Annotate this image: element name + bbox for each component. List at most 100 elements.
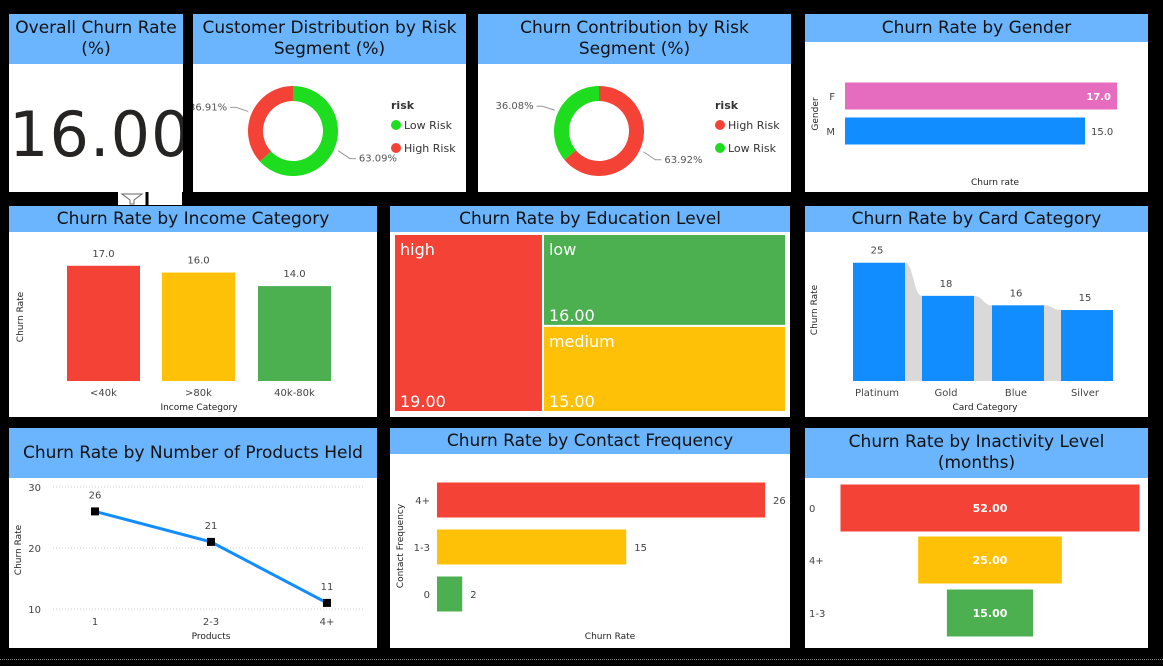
products-point-2[interactable] — [323, 598, 331, 607]
gender-bar-1[interactable] — [845, 117, 1085, 145]
education-value-label-1: 16.00 — [549, 306, 595, 325]
products-title: Churn Rate by Number of Products Held — [9, 428, 377, 478]
risk-distribution-value-label-0: 63.09% — [359, 154, 397, 165]
card-bar-0[interactable] — [853, 262, 905, 381]
gender-chart: F 17.0 M 15.0 Gender Churn rate — [811, 82, 1117, 188]
gender-title: Churn Rate by Gender — [805, 14, 1148, 42]
products-category-label-1: 2-3 — [203, 617, 219, 628]
churn-contribution-slice-0[interactable] — [564, 86, 644, 177]
contact-bar-2[interactable] — [437, 576, 463, 612]
churn-contribution-title: Churn Contribution by Risk Segment (%) — [478, 14, 791, 64]
card-ribbon-1 — [974, 295, 992, 381]
contact-value-label-0: 26 — [773, 496, 786, 507]
card-category-label-3: Silver — [1071, 388, 1100, 399]
card-bar-1[interactable] — [922, 295, 974, 381]
card-value-label-3: 15 — [1079, 293, 1092, 304]
card-value-label-1: 18 — [940, 279, 953, 290]
card-value-label-2: 16 — [1010, 288, 1023, 299]
products-point-1[interactable] — [207, 537, 215, 546]
income-bar-0[interactable] — [67, 265, 140, 381]
products-value-label-2: 11 — [321, 582, 334, 593]
card-category-label-2: Blue — [1005, 388, 1027, 399]
inactivity-value-label-1: 25.00 — [973, 554, 1008, 567]
products-category-label-2: 4+ — [320, 617, 335, 628]
education-title: Churn Rate by Education Level — [390, 206, 790, 232]
gender-card: Churn Rate by Gender F 17.0 M 15.0 Gender Chu… — [805, 14, 1148, 192]
inactivity-bar-0[interactable] — [840, 484, 1140, 532]
products-y-axis-title: Churn Rate — [14, 524, 24, 575]
card-category-chart: 25 Platinum 18 Gold 16 Blue 15 Silver Churn Rate… — [810, 246, 1113, 413]
products-y-tick-1: 20 — [28, 544, 41, 555]
risk-distribution-slice-0[interactable] — [260, 86, 338, 176]
income-category-label-0: <40k — [90, 388, 117, 399]
card-category-label-1: Gold — [935, 388, 958, 399]
card-ribbon-2 — [1044, 305, 1061, 381]
risk-distribution-legend-label-0[interactable]: Low Risk — [404, 119, 453, 132]
contact-y-axis-title: Contact Frequency — [396, 503, 406, 588]
inactivity-category-label-0: 0 — [809, 504, 815, 515]
contact-title: Churn Rate by Contact Frequency — [390, 428, 790, 454]
gender-bar-0[interactable] — [845, 82, 1117, 110]
inactivity-card: Churn Rate by Inactivity Level (months) … — [805, 428, 1148, 648]
inactivity-chart: 52.00 0 25.00 4+ 15.00 1-3 — [809, 484, 1140, 637]
churn-contribution-leader-0 — [643, 151, 662, 161]
inactivity-bar-2[interactable] — [946, 589, 1034, 637]
income-value-label-2: 14.0 — [283, 269, 305, 280]
card-x-axis-title: Card Category — [952, 403, 1018, 413]
kpi-value: 16.00 — [9, 98, 183, 171]
education-category-label-1: low — [549, 240, 576, 259]
churn-contribution-slice-1[interactable] — [554, 86, 599, 160]
contact-category-label-0: 4+ — [415, 496, 430, 507]
income-chart: 17.0 <40k 16.0 >80k 14.0 40k-80k Churn Rate Inc… — [16, 249, 331, 413]
contact-bar-1[interactable] — [437, 529, 627, 565]
products-category-label-0: 1 — [92, 617, 98, 628]
inactivity-title: Churn Rate by Inactivity Level (months) — [805, 428, 1148, 478]
filter-icon[interactable] — [118, 192, 182, 205]
contact-value-label-1: 15 — [634, 543, 647, 554]
products-point-0[interactable] — [91, 507, 99, 516]
contact-chart: 4+ 26 1-3 15 0 2 Contact Frequency Churn Rate — [396, 482, 786, 642]
risk-distribution-leader-0 — [337, 150, 356, 160]
income-x-axis-title: Income Category — [160, 403, 238, 413]
kpi-title: Overall Churn Rate (%) — [9, 14, 183, 64]
churn-contribution-legend-title: risk — [715, 99, 739, 112]
inactivity-value-label-0: 52.00 — [973, 502, 1008, 515]
churn-contribution-legend-label-1[interactable]: Low Risk — [728, 142, 777, 155]
income-bar-1[interactable] — [162, 272, 235, 381]
risk-distribution-legend-title: risk — [391, 99, 415, 112]
products-chart: 10 20 30 26 1 21 2-3 11 4+ Churn Rate Products — [14, 483, 364, 642]
visual-filter-bar — [118, 192, 182, 205]
contact-value-label-2: 2 — [470, 590, 476, 601]
education-tile-2[interactable] — [543, 326, 785, 411]
income-value-label-0: 17.0 — [92, 249, 114, 260]
card-y-axis-title: Churn Rate — [810, 284, 820, 335]
risk-distribution-slice-1[interactable] — [248, 86, 293, 162]
education-chart: high 19.00 low 16.00 medium 15.00 — [395, 235, 785, 411]
income-card: Churn Rate by Income Category 17.0 <40k 16… — [9, 206, 377, 417]
education-tile-0[interactable] — [395, 235, 542, 411]
card-category-label-0: Platinum — [855, 388, 899, 399]
churn-contribution-leader-1 — [536, 105, 555, 111]
contact-bar-0[interactable] — [437, 482, 765, 518]
churn-contribution-legend-label-0[interactable]: High Risk — [728, 119, 780, 132]
card-bar-3[interactable] — [1061, 310, 1113, 381]
inactivity-bar-1[interactable] — [918, 536, 1062, 584]
income-bar-2[interactable] — [258, 286, 331, 381]
risk-distribution-legend-label-1[interactable]: High Risk — [404, 142, 456, 155]
risk-distribution-legend-marker-0 — [391, 120, 401, 130]
inactivity-category-label-2: 1-3 — [809, 609, 825, 620]
income-category-label-2: 40k-80k — [274, 388, 315, 399]
card-category-title: Churn Rate by Card Category — [805, 206, 1148, 232]
kpi-card: Overall Churn Rate (%) 16.00 — [9, 14, 183, 192]
products-value-label-1: 21 — [205, 521, 218, 532]
education-category-label-0: high — [400, 240, 435, 259]
contact-card: Churn Rate by Contact Frequency 4+ 26 1-3 1… — [390, 428, 790, 648]
card-bar-2[interactable] — [992, 305, 1044, 381]
education-tile-1[interactable] — [543, 235, 785, 325]
education-value-label-0: 19.00 — [400, 392, 446, 411]
churn-contribution-value-label-0: 63.92% — [664, 155, 702, 166]
card-ribbon-0 — [905, 262, 922, 381]
income-y-axis-title: Churn Rate — [16, 291, 26, 342]
page-bottom-border — [0, 659, 1163, 660]
contact-category-label-2: 0 — [424, 590, 430, 601]
